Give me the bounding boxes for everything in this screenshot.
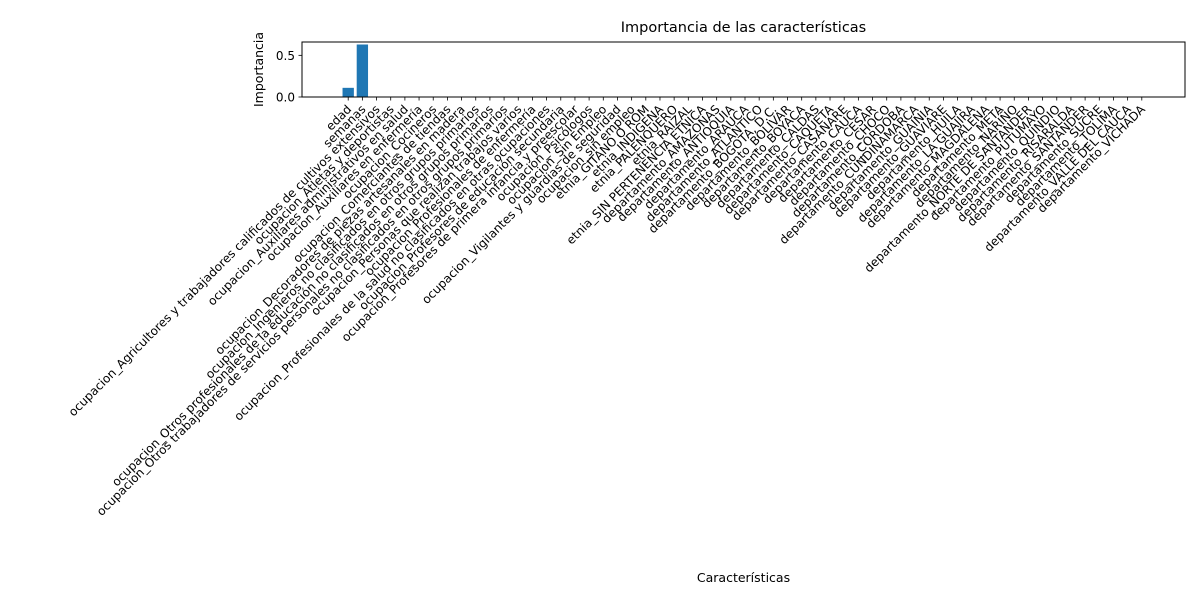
y-axis-label: Importancia	[251, 32, 266, 107]
y-axis: 0.0 0.5	[276, 49, 302, 105]
bar-0	[342, 87, 354, 97]
y-tick-label: 0.0	[276, 91, 295, 105]
bars-layer	[342, 44, 1148, 97]
chart-title: Importancia de las características	[621, 20, 866, 36]
y-tick-label: 0.5	[276, 49, 295, 63]
bar-1	[356, 44, 369, 97]
x-axis-label: Características	[697, 570, 790, 585]
x-tick-label: ocupacion_Otros trabajadores de servicio…	[94, 102, 510, 518]
plot-frame	[301, 41, 1186, 98]
